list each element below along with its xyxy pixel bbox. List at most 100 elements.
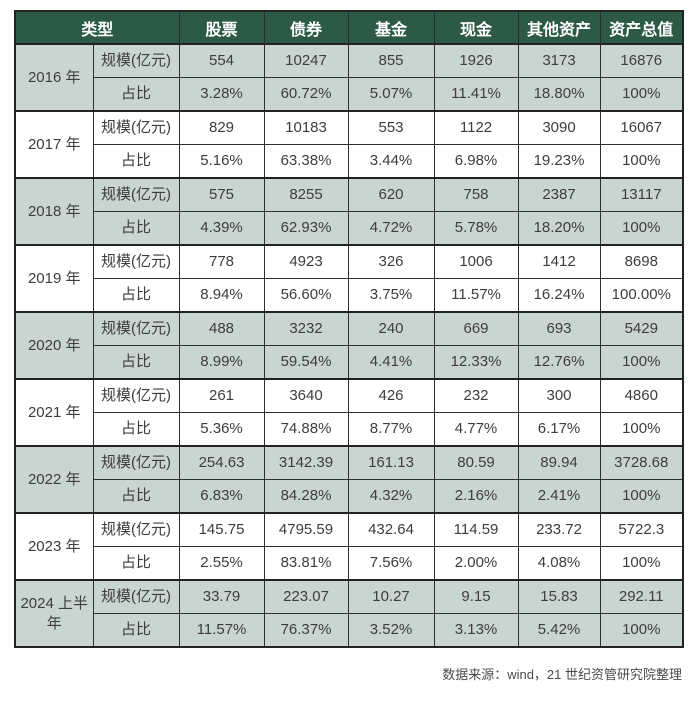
value-cell: 12.33% <box>433 345 519 380</box>
value-cell: 3640 <box>263 378 349 413</box>
value-cell: 8.77% <box>347 412 435 447</box>
value-cell: 18.80% <box>517 77 601 112</box>
row-label-cell: 规模(亿元) <box>92 244 180 279</box>
value-cell: 5.78% <box>433 211 519 246</box>
value-cell: 1926 <box>433 43 519 78</box>
value-cell: 326 <box>347 244 435 279</box>
value-cell: 3.52% <box>347 613 435 648</box>
value-cell: 100% <box>599 546 684 581</box>
row-label-cell: 规模(亿元) <box>92 579 180 614</box>
value-cell: 3.44% <box>347 144 435 179</box>
value-cell: 426 <box>347 378 435 413</box>
value-cell: 2.16% <box>433 479 519 514</box>
value-cell: 89.94 <box>517 445 601 480</box>
value-cell: 8.99% <box>178 345 265 380</box>
value-cell: 261 <box>178 378 265 413</box>
value-cell: 10183 <box>263 110 349 145</box>
year-cell: 2021 年 <box>14 378 94 447</box>
value-cell: 11.41% <box>433 77 519 112</box>
row-label-cell: 规模(亿元) <box>92 512 180 547</box>
row-label-cell: 规模(亿元) <box>92 311 180 346</box>
value-cell: 5722.3 <box>599 512 684 547</box>
column-header: 股票 <box>178 10 265 45</box>
year-cell: 2018 年 <box>14 177 94 246</box>
value-cell: 4860 <box>599 378 684 413</box>
value-cell: 6.98% <box>433 144 519 179</box>
table-row: 占比 5.36% 74.88% 8.77% 4.77% 6.17% 100% <box>15 412 684 447</box>
value-cell: 758 <box>433 177 519 212</box>
value-cell: 80.59 <box>433 445 519 480</box>
row-label-cell: 占比 <box>92 144 180 179</box>
value-cell: 2.55% <box>178 546 265 581</box>
value-cell: 292.11 <box>599 579 684 614</box>
row-label-cell: 占比 <box>92 479 180 514</box>
value-cell: 114.59 <box>433 512 519 547</box>
year-cell: 2017 年 <box>14 110 94 179</box>
value-cell: 1122 <box>433 110 519 145</box>
table-header: 类型 股票 债券 基金 现金 其他资产 资产总值 <box>14 10 684 45</box>
table-row: 2021 年规模(亿元) 261 3640 426 232 300 4860 <box>14 378 684 447</box>
value-cell: 6.17% <box>517 412 601 447</box>
value-cell: 4.39% <box>178 211 265 246</box>
table-row: 2023 年规模(亿元) 145.75 4795.59 432.64 114.59 233… <box>14 512 684 581</box>
value-cell: 4.32% <box>347 479 435 514</box>
value-cell: 59.54% <box>263 345 349 380</box>
row-label-cell: 占比 <box>92 345 180 380</box>
table-row: 2017 年规模(亿元) 829 10183 553 1122 3090 16067 <box>14 110 684 179</box>
table-row: 占比 5.16% 63.38% 3.44% 6.98% 19.23% 100% <box>15 144 684 179</box>
value-cell: 62.93% <box>263 211 349 246</box>
value-cell: 3173 <box>517 43 601 78</box>
value-cell: 3090 <box>517 110 601 145</box>
value-cell: 161.13 <box>347 445 435 480</box>
value-cell: 5.42% <box>517 613 601 648</box>
value-cell: 5.16% <box>178 144 265 179</box>
value-cell: 100% <box>599 77 684 112</box>
value-cell: 8698 <box>599 244 684 279</box>
value-cell: 100% <box>599 144 684 179</box>
year-cell: 2016 年 <box>14 43 94 112</box>
value-cell: 254.63 <box>178 445 265 480</box>
value-cell: 240 <box>347 311 435 346</box>
value-cell: 16.24% <box>517 278 601 313</box>
value-cell: 5.36% <box>178 412 265 447</box>
table-row: 2018 年规模(亿元) 575 8255 620 758 2387 13117 <box>14 177 684 246</box>
table-row: 2016 年规模(亿元) 554 10247 855 1926 3173 16876 <box>14 43 684 112</box>
table-row: 2020 年规模(亿元) 488 3232 240 669 693 5429 <box>14 311 684 380</box>
value-cell: 100% <box>599 211 684 246</box>
value-cell: 12.76% <box>517 345 601 380</box>
value-cell: 2.41% <box>517 479 601 514</box>
row-label-cell: 规模(亿元) <box>92 110 180 145</box>
row-label-cell: 规模(亿元) <box>92 43 180 78</box>
value-cell: 575 <box>178 177 265 212</box>
value-cell: 84.28% <box>263 479 349 514</box>
value-cell: 1412 <box>517 244 601 279</box>
value-cell: 1006 <box>433 244 519 279</box>
value-cell: 74.88% <box>263 412 349 447</box>
value-cell: 8.94% <box>178 278 265 313</box>
row-label-cell: 规模(亿元) <box>92 177 180 212</box>
column-header: 现金 <box>433 10 519 45</box>
column-header: 资产总值 <box>599 10 684 45</box>
value-cell: 16876 <box>599 43 684 78</box>
value-cell: 5.07% <box>347 77 435 112</box>
value-cell: 553 <box>347 110 435 145</box>
value-cell: 3728.68 <box>599 445 684 480</box>
value-cell: 76.37% <box>263 613 349 648</box>
table-row: 占比 8.94% 56.60% 3.75% 11.57% 16.24% 100.00% <box>15 278 684 313</box>
value-cell: 11.57% <box>433 278 519 313</box>
column-header: 其他资产 <box>517 10 601 45</box>
value-cell: 620 <box>347 177 435 212</box>
value-cell: 2.00% <box>433 546 519 581</box>
value-cell: 19.23% <box>517 144 601 179</box>
value-cell: 693 <box>517 311 601 346</box>
table-row: 2024 上半年 规模(亿元) 33.79 223.07 10.27 9.15 15.83 2… <box>14 579 684 648</box>
value-cell: 11.57% <box>178 613 265 648</box>
value-cell: 233.72 <box>517 512 601 547</box>
row-label-cell: 占比 <box>92 278 180 313</box>
value-cell: 300 <box>517 378 601 413</box>
year-cell: 2023 年 <box>14 512 94 581</box>
table-row: 2022 年规模(亿元) 254.63 3142.39 161.13 80.59 89.9… <box>14 445 684 514</box>
value-cell: 829 <box>178 110 265 145</box>
value-cell: 100% <box>599 613 684 648</box>
value-cell: 56.60% <box>263 278 349 313</box>
